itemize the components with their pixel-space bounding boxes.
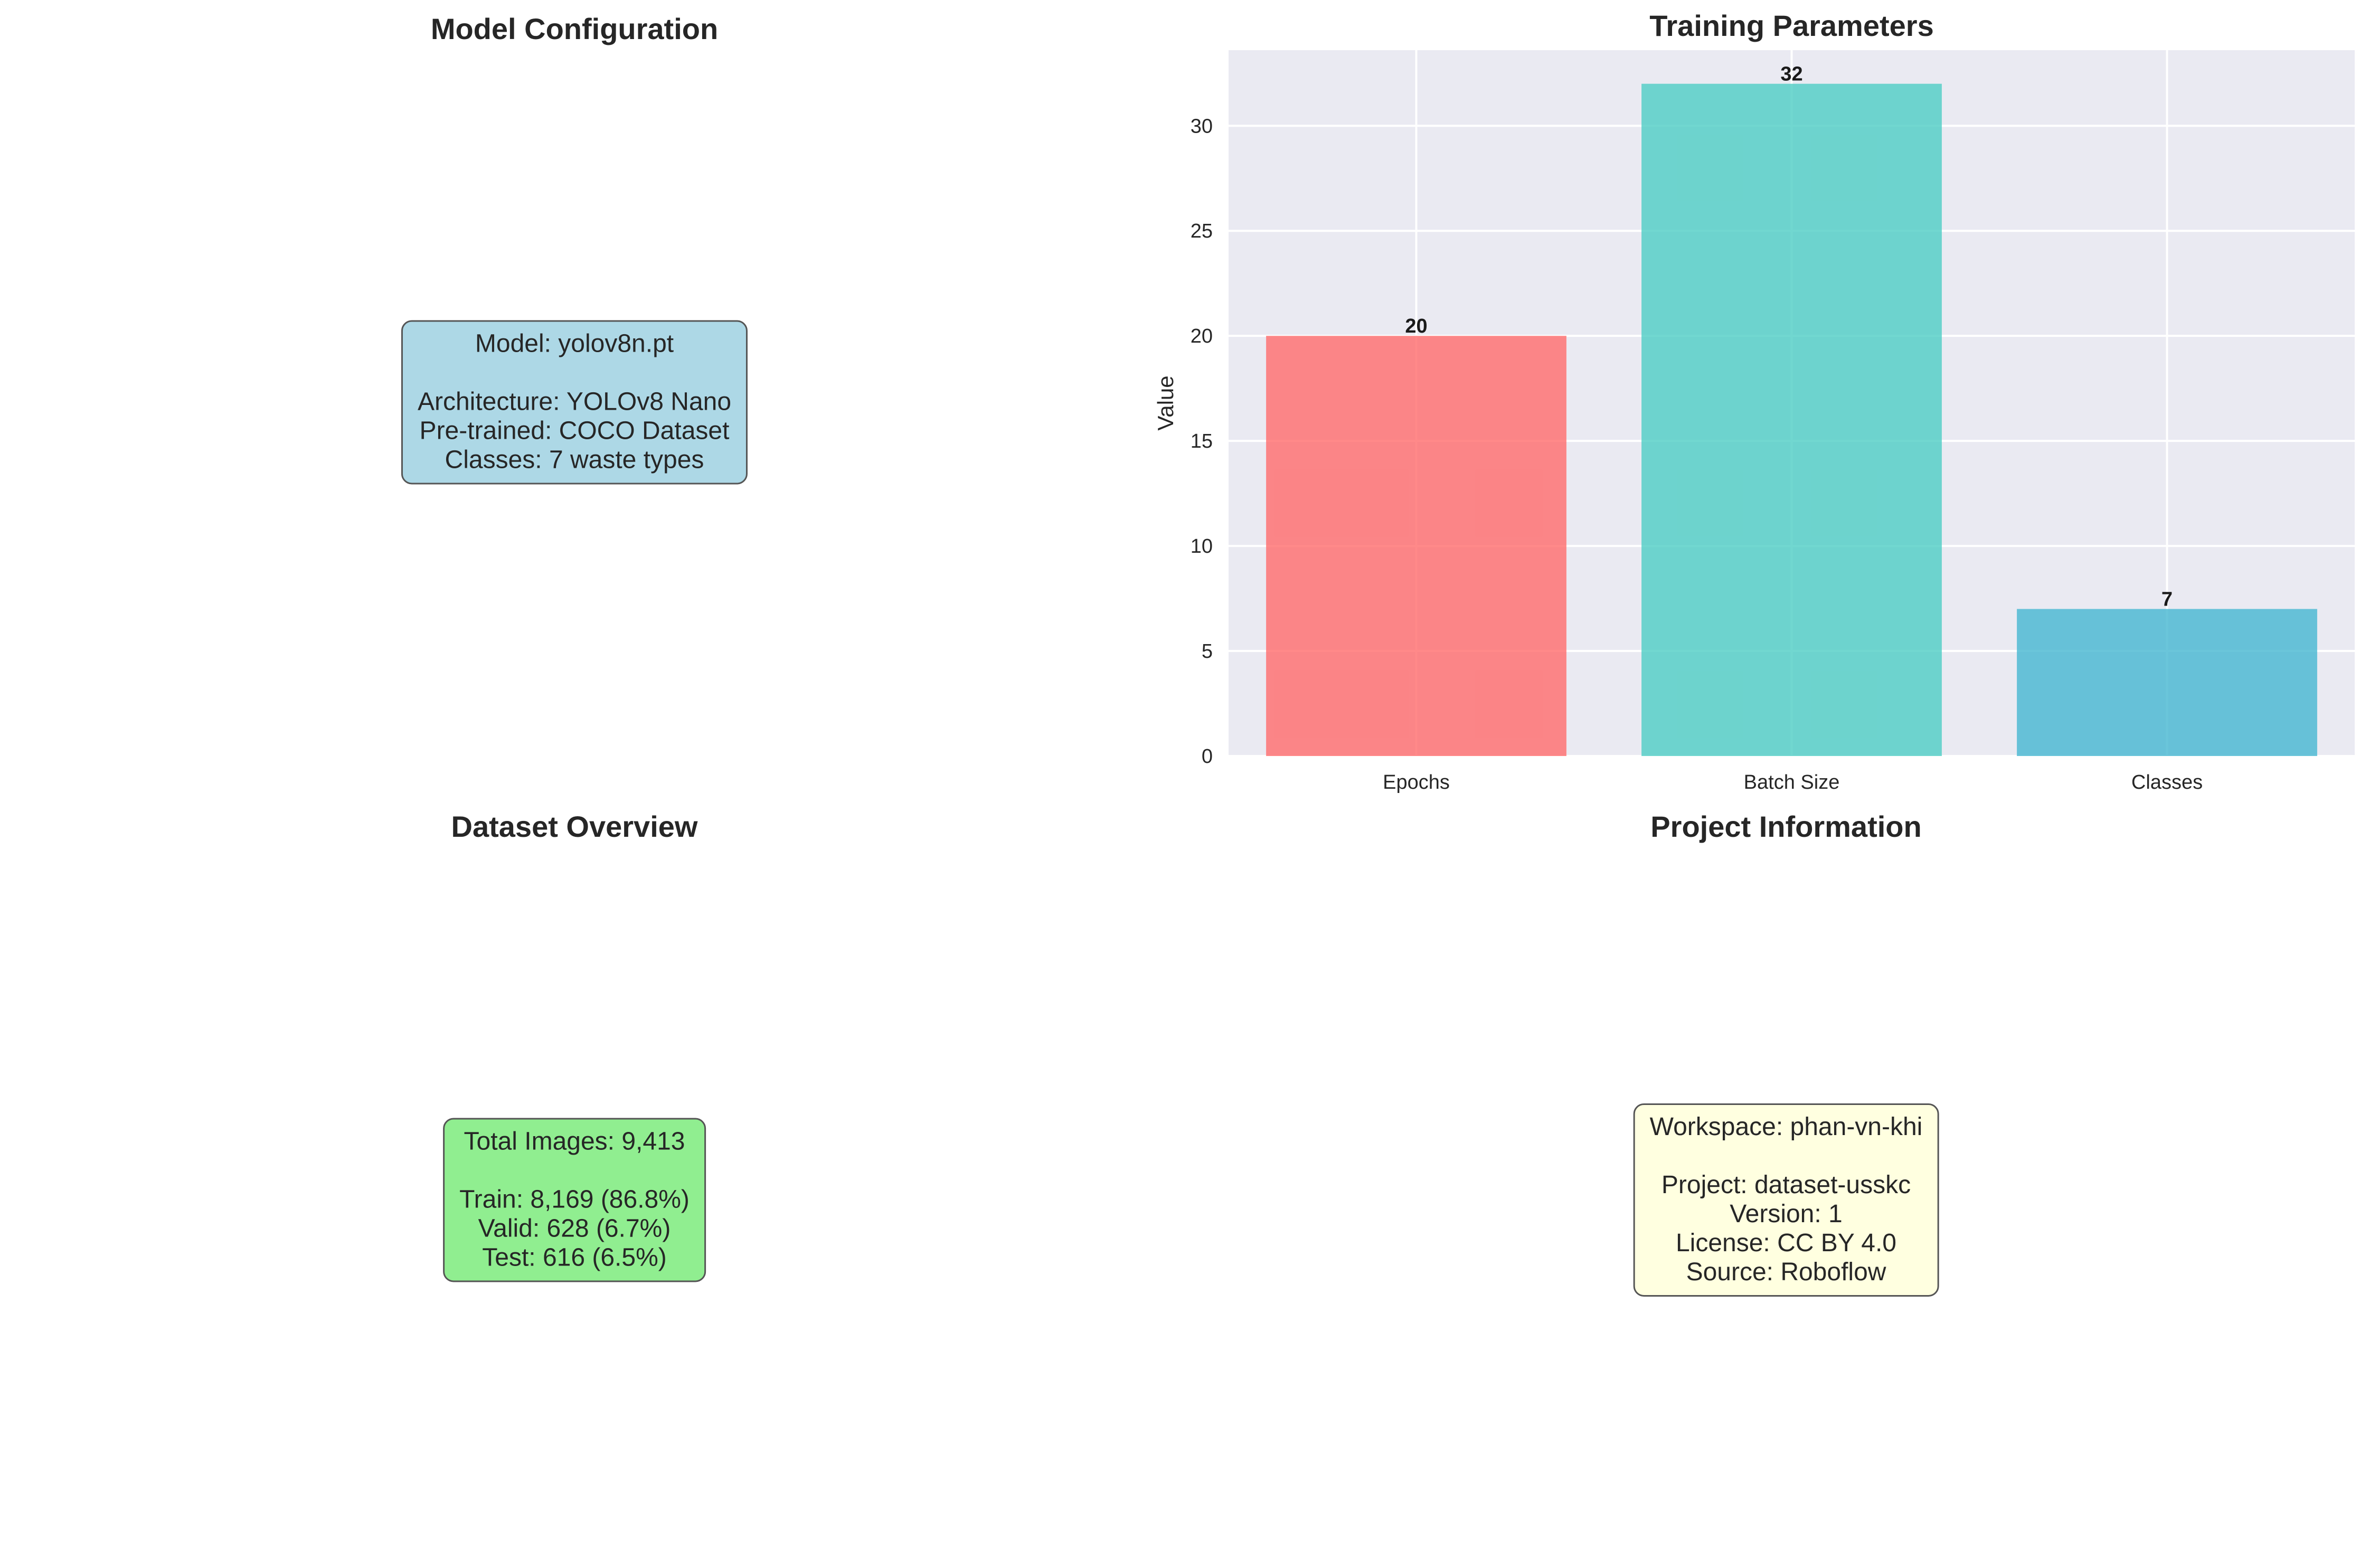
bar-epochs <box>1266 336 1566 756</box>
dataset-total-images: Total Images: 9,413 <box>464 1127 685 1156</box>
bar-value-labels: 20 32 7 <box>1405 63 2173 611</box>
dataset-train-split: Train: 8,169 (86.8%) <box>459 1185 690 1214</box>
model-name: Model: yolov8n.pt <box>475 329 674 358</box>
dataset-overview-box: Total Images: 9,413 Train: 8,169 (86.8%)… <box>443 1118 706 1282</box>
y-tick-labels: 0 5 10 15 20 25 30 <box>1191 115 1213 768</box>
bar-value-label: 32 <box>1780 63 1802 86</box>
dataset-valid-split: Valid: 628 (6.7%) <box>478 1214 671 1243</box>
bar-value-label: 7 <box>2161 588 2173 610</box>
y-axis-label: Value <box>1153 375 1178 430</box>
y-tick-label: 25 <box>1191 220 1213 242</box>
dataset-overview-title: Dataset Overview <box>451 810 698 843</box>
x-tick-label: Batch Size <box>1744 771 1840 794</box>
model-pretrained: Pre-trained: COCO Dataset <box>419 417 730 445</box>
chart-title: Training Parameters <box>1649 9 1933 42</box>
x-tick-labels: Epochs Batch Size Classes <box>1383 771 2203 794</box>
bars <box>1266 83 2317 757</box>
y-tick-label: 20 <box>1191 325 1213 347</box>
y-tick-label: 5 <box>1202 640 1213 663</box>
y-tick-label: 15 <box>1191 430 1213 452</box>
model-config-box: Model: yolov8n.pt Architecture: YOLOv8 N… <box>401 320 748 485</box>
x-tick-label: Epochs <box>1383 771 1450 794</box>
project-info-box: Workspace: phan-vn-khi Project: dataset-… <box>1633 1103 1939 1297</box>
y-tick-label: 30 <box>1191 115 1213 137</box>
model-classes: Classes: 7 waste types <box>445 446 704 474</box>
bar-classes <box>2017 609 2317 756</box>
model-architecture: Architecture: YOLOv8 Nano <box>417 388 732 416</box>
bar-value-label: 20 <box>1405 315 1427 337</box>
training-parameters-chart: 20 32 7 0 5 10 15 20 25 30 Epochs Batch Size Class… <box>1153 9 2355 794</box>
project-info-title: Project Information <box>1650 810 1922 843</box>
model-config-title: Model Configuration <box>430 12 719 45</box>
dataset-test-split: Test: 616 (6.5%) <box>482 1243 667 1272</box>
project-license: License: CC BY 4.0 <box>1675 1229 1896 1257</box>
project-name: Project: dataset-usskc <box>1661 1171 1911 1199</box>
bar-batch-size <box>1641 83 1942 757</box>
x-tick-label: Classes <box>2131 771 2203 794</box>
y-tick-label: 0 <box>1202 745 1213 768</box>
project-version: Version: 1 <box>1730 1200 1843 1228</box>
project-source: Source: Roboflow <box>1686 1258 1886 1286</box>
y-tick-label: 10 <box>1191 535 1213 558</box>
project-workspace: Workspace: phan-vn-khi <box>1649 1113 1923 1141</box>
